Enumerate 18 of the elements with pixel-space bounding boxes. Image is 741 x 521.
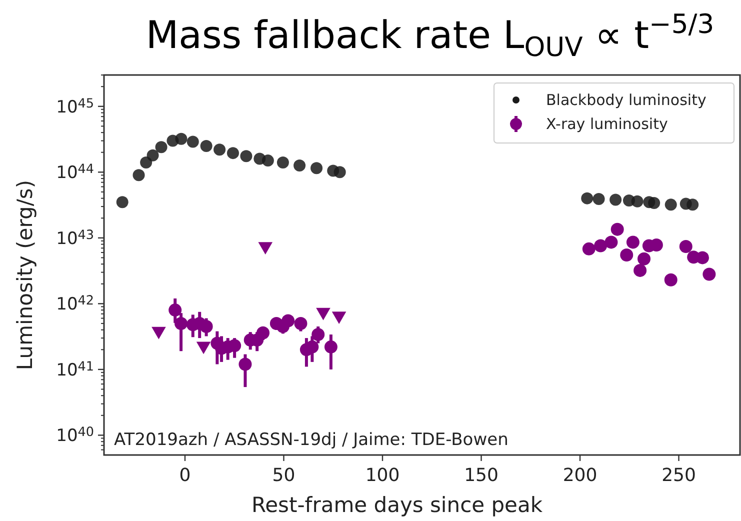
x-axis-title: Rest-frame days since peak	[251, 493, 544, 517]
y-axis-title: Luminosity (erg/s)	[13, 180, 37, 370]
legend-label: X-ray luminosity	[546, 115, 668, 133]
legend-label: Blackbody luminosity	[546, 91, 706, 109]
y-tick-label: 10$^{40}$	[56, 425, 94, 446]
annotation: AT2019azh / ASASSN-19dj / Jaime: TDE-Bowen	[114, 430, 508, 450]
x-tick-label: 0	[179, 465, 191, 486]
x-tick-label: 50	[272, 465, 296, 486]
x-tick-label: 250	[662, 465, 696, 486]
y-tick-label: 10$^{41}$	[56, 359, 94, 380]
y-tick-label: 10$^{43}$	[56, 228, 94, 249]
x-tick-label: 150	[464, 465, 498, 486]
x-tick-label: 100	[365, 465, 400, 486]
y-tick-label: 10$^{44}$	[56, 162, 94, 184]
y-tick-label: 10$^{45}$	[56, 96, 94, 118]
x-tick-label: 200	[562, 465, 598, 486]
chart-title: Mass fallback rate L$_{OUV}$ ∝ t$^{−5/3}$	[146, 9, 714, 64]
y-tick-label: 10$^{42}$	[56, 293, 94, 315]
